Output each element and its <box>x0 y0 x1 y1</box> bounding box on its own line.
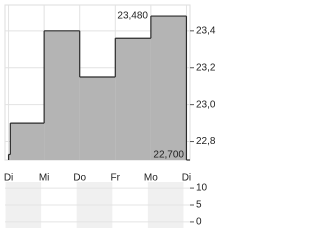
x-tick-label: Do <box>73 173 86 184</box>
x-tick-label: Mo <box>144 173 158 184</box>
x-tick-label: Di <box>4 173 13 184</box>
area <box>8 154 11 160</box>
y-tick-label: 22,8 <box>196 136 216 147</box>
y-tick-label: 10 <box>196 183 208 194</box>
area <box>10 123 45 160</box>
annotation: 23,480 <box>117 11 148 22</box>
annotation: 22,700 <box>153 150 184 161</box>
area <box>79 76 116 160</box>
y-tick-label: 0 <box>196 217 202 228</box>
y-tick-label: 23,4 <box>196 25 216 36</box>
x-tick-label: Fr <box>111 173 121 184</box>
x-tick-label: Mi <box>39 173 50 184</box>
x-tick-label: Di <box>182 173 191 184</box>
area <box>44 30 80 161</box>
area <box>150 16 187 161</box>
y-tick-label: 5 <box>196 200 202 211</box>
y-tick-label: 23,2 <box>196 62 216 73</box>
y-tick-label: 23,0 <box>196 99 216 110</box>
chart: 22,8 23,0 23,2 23,4 Di Mi Do Fr Mo Di 23,480 22,700… <box>4 4 216 228</box>
area <box>115 38 151 160</box>
